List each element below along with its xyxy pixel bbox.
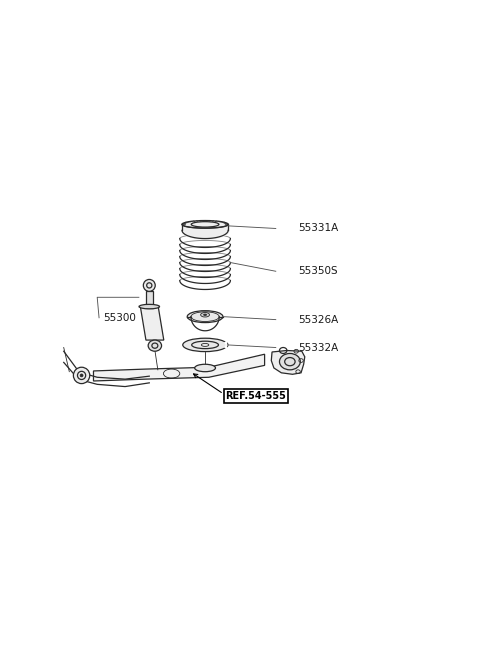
Ellipse shape — [187, 310, 223, 323]
Ellipse shape — [201, 312, 210, 317]
Ellipse shape — [139, 305, 159, 309]
Polygon shape — [94, 354, 264, 381]
Text: 55332A: 55332A — [298, 343, 338, 352]
Ellipse shape — [204, 314, 206, 316]
Ellipse shape — [182, 221, 228, 228]
Text: 55350S: 55350S — [298, 266, 338, 276]
Polygon shape — [140, 307, 164, 340]
Text: 55300: 55300 — [103, 312, 136, 323]
Text: 55331A: 55331A — [298, 223, 338, 233]
Polygon shape — [271, 350, 305, 374]
Ellipse shape — [148, 340, 162, 351]
Ellipse shape — [73, 367, 90, 384]
Text: 55326A: 55326A — [298, 314, 338, 325]
Ellipse shape — [183, 338, 228, 352]
Ellipse shape — [144, 280, 155, 291]
Ellipse shape — [80, 374, 83, 377]
Polygon shape — [145, 291, 153, 308]
Text: REF.54-555: REF.54-555 — [226, 391, 287, 401]
Ellipse shape — [279, 354, 300, 370]
Ellipse shape — [195, 364, 216, 371]
